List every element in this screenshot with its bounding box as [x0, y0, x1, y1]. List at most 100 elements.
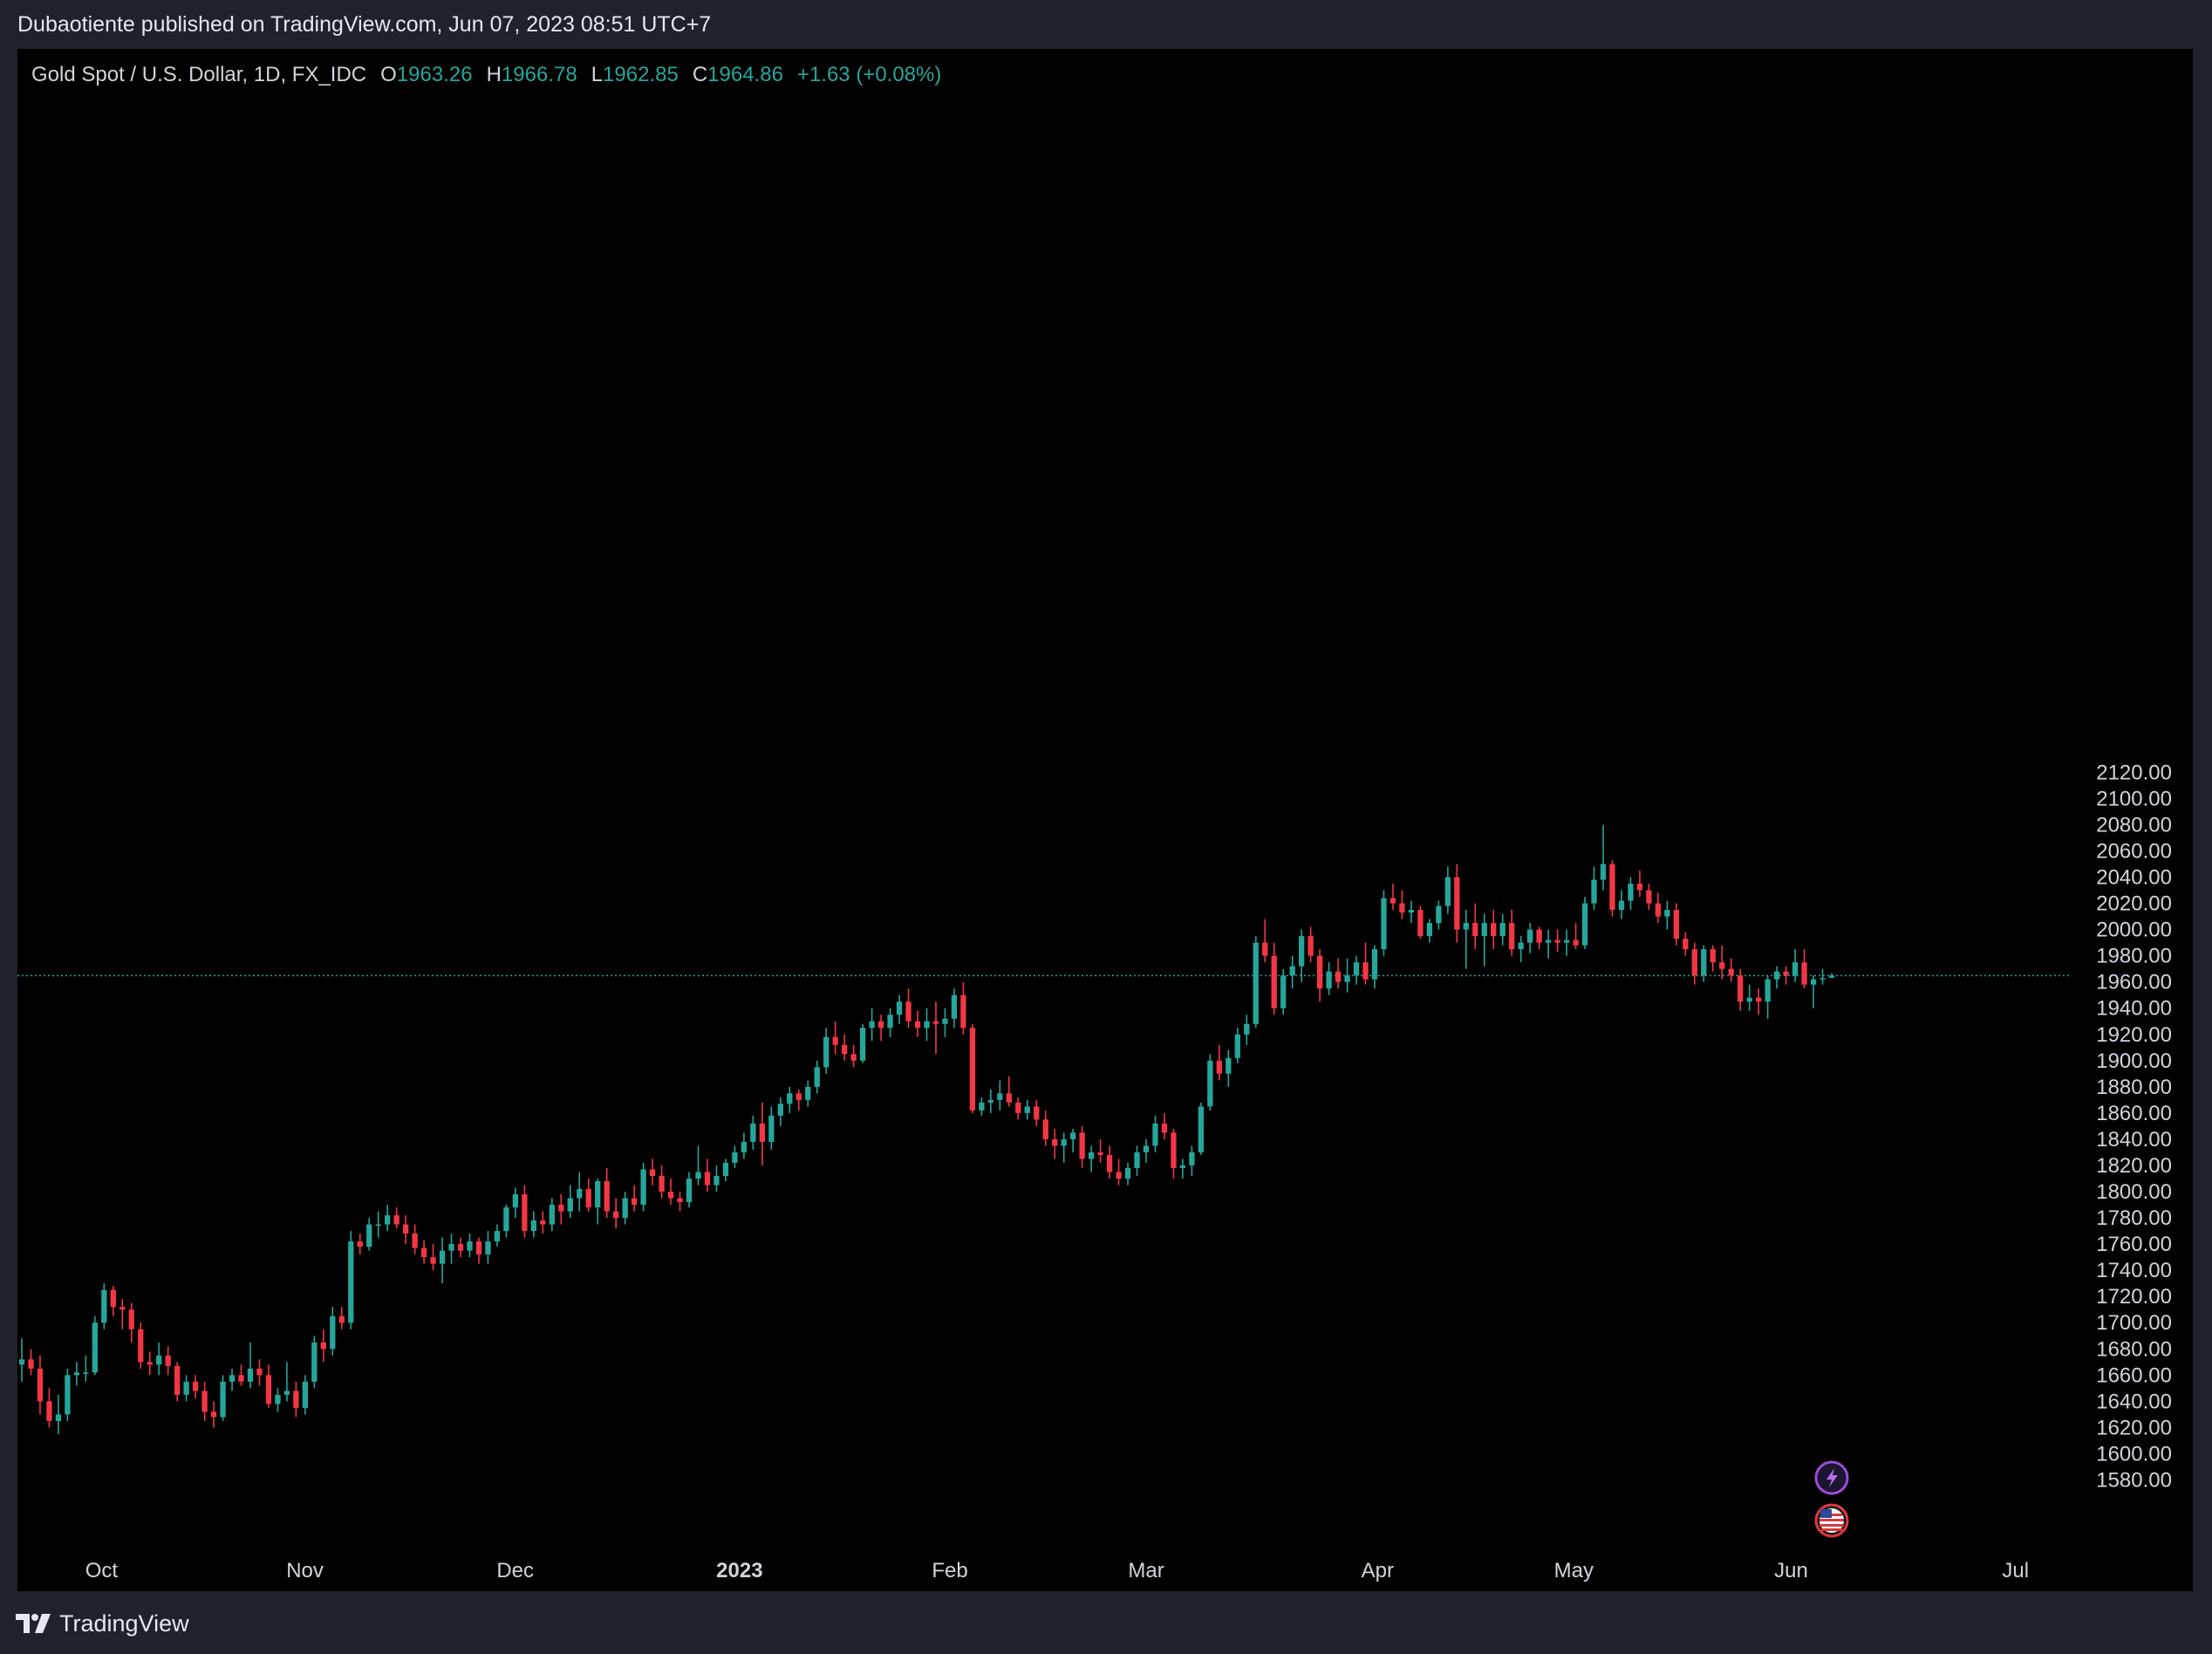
candle[interactable] [503, 1205, 509, 1238]
candle[interactable] [375, 1211, 381, 1238]
candle[interactable] [1454, 864, 1460, 943]
candle[interactable] [1554, 929, 1560, 953]
candle[interactable] [1792, 949, 1799, 982]
candle[interactable] [604, 1167, 610, 1219]
candle[interactable] [1353, 955, 1360, 985]
candle[interactable] [101, 1283, 107, 1329]
candle[interactable] [512, 1187, 519, 1219]
candle[interactable] [83, 1355, 89, 1382]
candle[interactable] [1738, 968, 1744, 1011]
candle[interactable] [640, 1162, 646, 1212]
candle[interactable] [1783, 966, 1789, 985]
candle[interactable] [1756, 988, 1762, 1015]
candle[interactable] [1819, 968, 1826, 985]
candle[interactable] [1207, 1054, 1213, 1111]
candle[interactable] [55, 1394, 62, 1434]
candle[interactable] [713, 1165, 720, 1193]
candle[interactable] [1124, 1162, 1131, 1186]
candle[interactable] [1563, 929, 1570, 956]
candle[interactable] [659, 1165, 665, 1199]
candle[interactable] [951, 988, 958, 1029]
candle[interactable] [330, 1307, 336, 1356]
candle[interactable] [577, 1172, 583, 1212]
candle[interactable] [475, 1237, 482, 1264]
candle[interactable] [1399, 890, 1405, 919]
candle[interactable] [1262, 919, 1268, 963]
candle[interactable] [403, 1215, 409, 1245]
candle[interactable] [759, 1102, 766, 1165]
candle[interactable] [1628, 877, 1634, 911]
candle[interactable] [1545, 929, 1552, 959]
candle[interactable] [677, 1192, 683, 1212]
candle[interactable] [979, 1097, 985, 1116]
candle[interactable] [192, 1375, 199, 1399]
candle[interactable] [1079, 1125, 1085, 1168]
candle[interactable] [987, 1089, 994, 1113]
candle[interactable] [1070, 1128, 1076, 1152]
candle[interactable] [1591, 866, 1597, 911]
tradingview-brand[interactable]: TradingView [16, 1609, 189, 1638]
candle[interactable] [905, 988, 911, 1029]
candle[interactable] [119, 1299, 126, 1329]
candle[interactable] [1691, 942, 1697, 985]
candle[interactable] [567, 1185, 573, 1219]
candle[interactable] [1636, 870, 1643, 898]
candle[interactable] [238, 1364, 244, 1386]
candle[interactable] [896, 994, 903, 1024]
time-axis[interactable]: Oct Nov Dec 2023 Feb Mar Apr May Jun Jul [85, 1559, 2029, 1582]
candle[interactable] [704, 1158, 711, 1193]
candle[interactable] [1673, 903, 1679, 946]
candle[interactable] [942, 1008, 948, 1037]
candle[interactable] [1161, 1112, 1168, 1139]
chart-area[interactable]: 1580.00 1600.00 1620.00 1640.00 1660.00 1680.… [17, 49, 2193, 1591]
candle[interactable] [247, 1342, 254, 1389]
candlestick-chart[interactable]: 1580.00 1600.00 1620.00 1640.00 1660.00 1680.… [17, 49, 2193, 1591]
candle[interactable] [37, 1355, 44, 1415]
candle[interactable] [1518, 936, 1524, 963]
candle[interactable] [1810, 975, 1817, 1008]
candle[interactable] [1499, 913, 1505, 946]
candle[interactable] [73, 1362, 80, 1386]
candle[interactable] [256, 1359, 263, 1386]
candle[interactable] [859, 1023, 866, 1063]
candle[interactable] [265, 1364, 272, 1408]
candle[interactable] [385, 1205, 391, 1232]
candle[interactable] [357, 1234, 363, 1255]
candle[interactable] [1189, 1145, 1195, 1176]
candle[interactable] [530, 1211, 537, 1238]
candle[interactable] [1646, 883, 1652, 911]
candle[interactable] [1316, 949, 1323, 1002]
candle[interactable] [1426, 919, 1433, 943]
candle[interactable] [210, 1401, 217, 1428]
candle[interactable] [1664, 900, 1670, 930]
candle[interactable] [997, 1080, 1003, 1111]
candle[interactable] [732, 1145, 738, 1168]
candle[interactable] [430, 1244, 436, 1271]
candle[interactable] [348, 1231, 354, 1329]
candle[interactable] [540, 1211, 546, 1234]
candle[interactable] [439, 1237, 446, 1284]
symbol-name[interactable]: Gold Spot / U.S. Dollar, 1D, FX_IDC [31, 63, 367, 86]
candle[interactable] [1234, 1028, 1240, 1063]
candle[interactable] [1371, 945, 1378, 989]
candle[interactable] [1006, 1076, 1012, 1107]
candle[interactable] [1408, 900, 1415, 924]
candle[interactable] [18, 1338, 25, 1382]
candle[interactable] [128, 1302, 134, 1343]
candle[interactable] [1171, 1128, 1177, 1179]
candle[interactable] [92, 1316, 98, 1376]
candle[interactable] [220, 1375, 226, 1421]
candle[interactable] [1179, 1158, 1186, 1179]
candle[interactable] [1335, 958, 1342, 989]
candle[interactable] [1015, 1097, 1021, 1120]
candle[interactable] [1289, 955, 1295, 989]
candle[interactable] [1389, 883, 1396, 911]
candle[interactable] [1719, 945, 1725, 980]
candle[interactable] [877, 1015, 884, 1042]
candle[interactable] [1765, 975, 1771, 1019]
us-flag-event-icon[interactable] [1814, 1503, 1849, 1538]
candle[interactable] [283, 1362, 290, 1402]
candle[interactable] [1097, 1138, 1103, 1163]
candle[interactable] [787, 1086, 793, 1113]
candle[interactable] [110, 1286, 116, 1316]
